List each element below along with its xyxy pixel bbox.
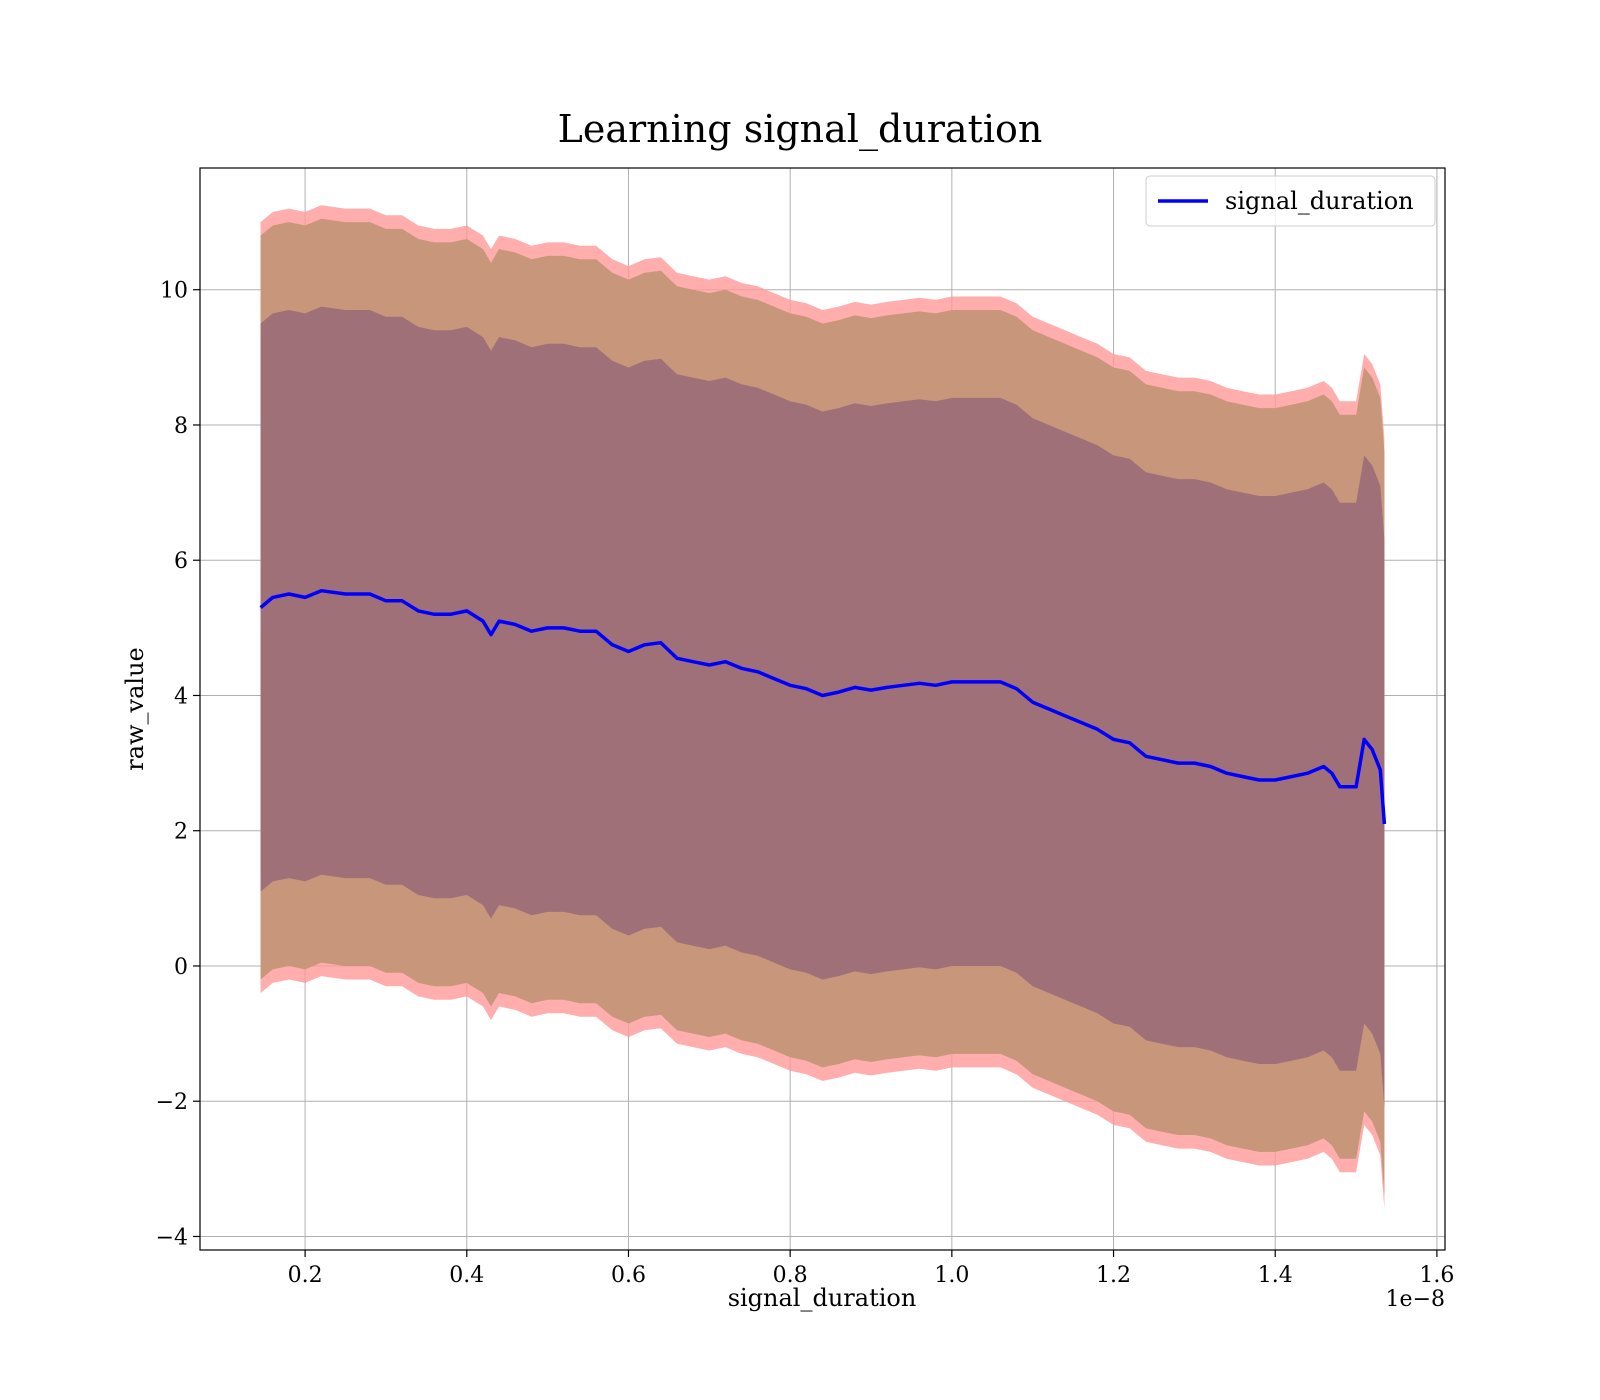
x-tick-label: 1.0 bbox=[934, 1263, 969, 1288]
series-lines bbox=[259, 588, 1387, 825]
chart-title: Learning signal_duration bbox=[558, 107, 1043, 152]
x-tick-label: 0.2 bbox=[288, 1263, 323, 1288]
y-tick-label: −2 bbox=[156, 1090, 188, 1115]
x-axis-offset-label: 1e−8 bbox=[1386, 1287, 1445, 1312]
y-axis-ticks: −4 −2 0 2 4 6 8 10 bbox=[156, 279, 200, 1250]
x-tick-label: 1.2 bbox=[1096, 1263, 1131, 1288]
x-tick-label: 1.4 bbox=[1258, 1263, 1293, 1288]
y-axis-label: raw_value bbox=[121, 647, 149, 771]
legend-entry-label: signal_duration bbox=[1225, 187, 1414, 215]
plot-area-frame bbox=[199, 167, 1446, 1251]
x-tick-label: 0.8 bbox=[773, 1263, 808, 1288]
y-tick-label: 8 bbox=[174, 414, 188, 439]
x-tick-label: 0.4 bbox=[449, 1263, 484, 1288]
x-tick-label: 1.6 bbox=[1419, 1263, 1454, 1288]
legend: signal_duration bbox=[1145, 175, 1436, 227]
y-tick-label: 0 bbox=[174, 955, 188, 980]
series-line-signal-duration bbox=[259, 588, 1387, 825]
confidence-bands bbox=[260, 205, 1385, 1210]
band-inner bbox=[260, 306, 1385, 1109]
x-axis-label: signal_duration bbox=[728, 1284, 917, 1312]
y-tick-label: 10 bbox=[160, 279, 188, 304]
y-tick-label: 6 bbox=[174, 549, 188, 574]
y-tick-label: −4 bbox=[156, 1225, 188, 1250]
legend-box bbox=[1145, 175, 1436, 227]
y-tick-label: 2 bbox=[174, 820, 188, 845]
y-tick-label: 4 bbox=[174, 684, 188, 709]
x-tick-label: 0.6 bbox=[611, 1263, 646, 1288]
x-axis-ticks: 0.2 0.4 0.6 0.8 1.0 1.2 1.4 1.6 bbox=[288, 1250, 1454, 1288]
